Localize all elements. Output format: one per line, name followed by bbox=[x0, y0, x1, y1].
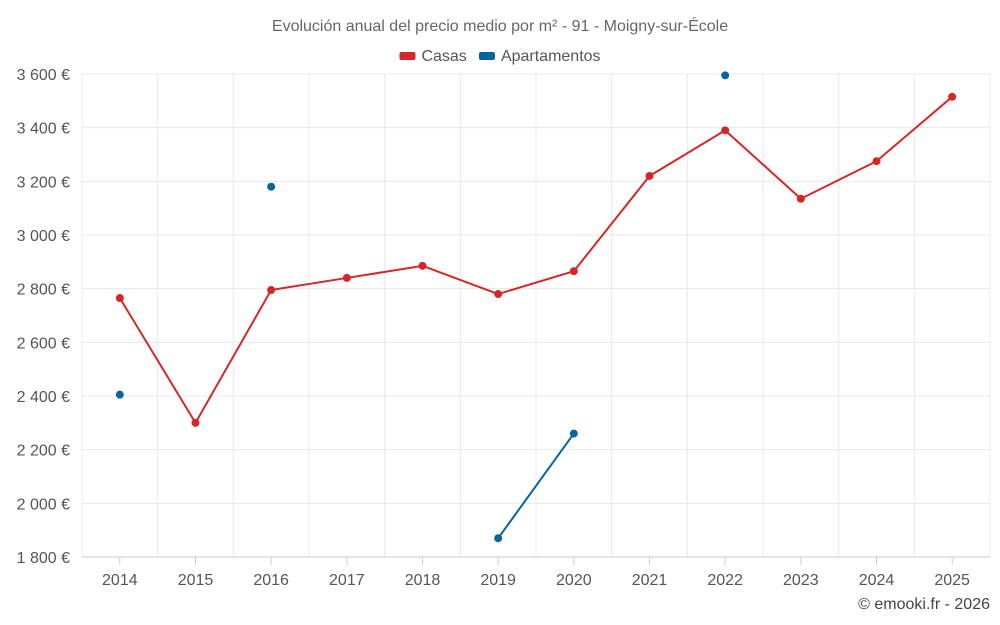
legend-item-apartamentos: Apartamentos bbox=[478, 48, 601, 65]
x-tick-label: 2022 bbox=[707, 572, 743, 589]
x-tick-label: 2023 bbox=[783, 572, 819, 589]
x-tick-label: 2020 bbox=[556, 572, 592, 589]
y-tick-label: 3 000 € bbox=[17, 228, 70, 245]
x-tick-label: 2024 bbox=[859, 572, 895, 589]
x-tick-label: 2019 bbox=[480, 572, 516, 589]
series-apartamentos bbox=[115, 71, 730, 543]
data-point-casas bbox=[872, 157, 881, 166]
y-tick-label: 2 800 € bbox=[17, 282, 70, 299]
legend-label-casas: Casas bbox=[421, 48, 466, 65]
y-tick-label: 1 800 € bbox=[17, 550, 70, 567]
y-tick-label: 2 200 € bbox=[17, 443, 70, 460]
series-line-apartamentos bbox=[497, 432, 575, 539]
legend-label-apartamentos: Apartamentos bbox=[501, 48, 601, 65]
data-point-casas bbox=[721, 126, 730, 135]
y-tick-label: 3 600 € bbox=[17, 67, 70, 84]
series-line-casas bbox=[118, 96, 953, 424]
y-tick-label: 3 400 € bbox=[17, 121, 70, 138]
y-tick-label: 3 200 € bbox=[17, 174, 70, 191]
data-point-casas bbox=[191, 418, 200, 427]
data-point-apartamentos bbox=[115, 390, 124, 399]
data-point-casas bbox=[494, 290, 503, 299]
x-tick-label: 2021 bbox=[632, 572, 668, 589]
data-point-casas bbox=[645, 171, 654, 180]
legend-swatch-casas bbox=[399, 52, 416, 60]
credit-text: © emooki.fr - 2026 bbox=[858, 596, 990, 613]
chart-title: Evolución anual del precio medio por m² … bbox=[272, 16, 728, 35]
series-casas bbox=[115, 92, 957, 427]
legend-swatch-apartamentos bbox=[478, 52, 495, 60]
x-tick-label: 2016 bbox=[253, 572, 289, 589]
grid bbox=[81, 73, 991, 558]
data-point-casas bbox=[267, 286, 276, 295]
y-axis: 1 800 € 2 000 € 2 200 € 2 400 € 2 600 € 2 800… bbox=[17, 67, 70, 567]
data-point-apartamentos bbox=[494, 534, 503, 543]
data-point-casas bbox=[948, 92, 957, 101]
legend: Casas Apartamentos bbox=[399, 48, 601, 65]
data-point-casas bbox=[796, 194, 805, 203]
y-tick-label: 2 600 € bbox=[17, 335, 70, 352]
x-tick-label: 2017 bbox=[329, 572, 365, 589]
x-tick-label: 2015 bbox=[178, 572, 214, 589]
data-point-apartamentos bbox=[569, 429, 578, 438]
x-tick-label: 2014 bbox=[102, 572, 138, 589]
series-group bbox=[115, 71, 957, 543]
y-tick-label: 2 400 € bbox=[17, 389, 70, 406]
x-tick-label: 2018 bbox=[405, 572, 441, 589]
x-axis: 2014 2015 2016 2017 2018 2019 2020 2021 2022 2023… bbox=[82, 556, 990, 589]
x-tick-label: 2025 bbox=[934, 572, 970, 589]
y-tick-label: 2 000 € bbox=[17, 496, 70, 513]
legend-item-casas: Casas bbox=[399, 48, 467, 65]
data-point-casas bbox=[115, 294, 124, 303]
data-point-apartamentos bbox=[267, 182, 276, 191]
data-point-casas bbox=[342, 273, 351, 282]
data-point-casas bbox=[418, 261, 427, 270]
data-point-casas bbox=[569, 267, 578, 276]
data-point-apartamentos bbox=[721, 71, 730, 80]
